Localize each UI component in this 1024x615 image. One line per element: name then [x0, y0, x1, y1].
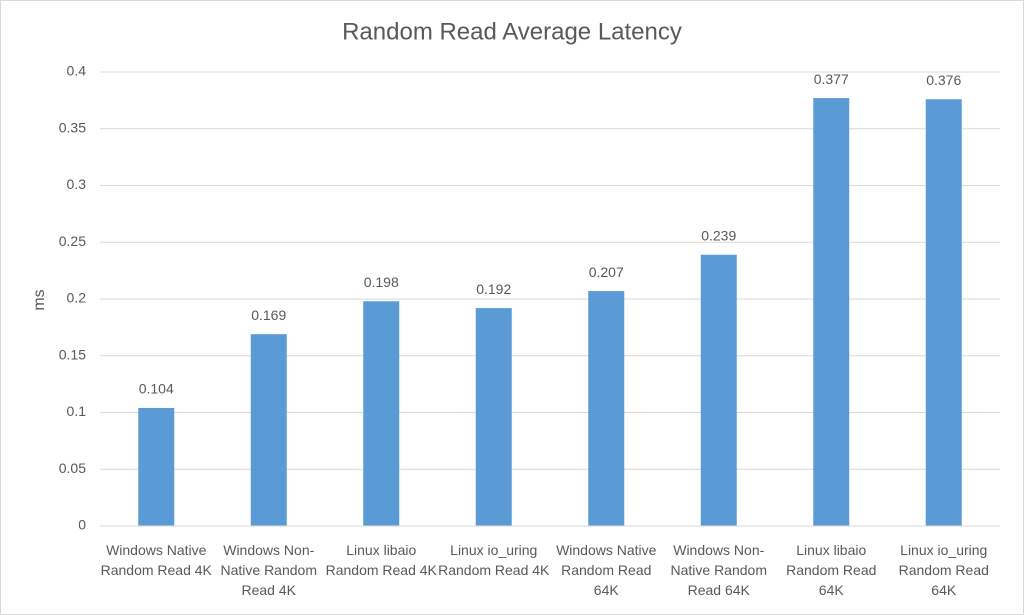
- bar: [250, 334, 287, 526]
- value-label: 0.376: [926, 72, 961, 88]
- x-tick-label: Windows Non-Native Random Read 4K: [220, 542, 318, 598]
- x-tick-label: Linux libaio Random Read 4K: [325, 542, 437, 578]
- y-tick-label: 0.25: [59, 233, 86, 249]
- x-tick-label: Windows Native Random Read 4K: [100, 542, 212, 578]
- y-tick-label: 0.2: [67, 290, 87, 306]
- x-tick-label: Windows Native Random Read 64K: [556, 542, 657, 598]
- value-label: 0.104: [139, 381, 174, 397]
- y-tick-label: 0: [78, 517, 86, 533]
- x-tick-label: Linux io_uring Random Read 64K: [898, 542, 989, 598]
- bar: [363, 301, 400, 526]
- y-tick-label: 0.05: [59, 460, 86, 476]
- bar: [813, 98, 850, 526]
- value-label: 0.377: [814, 71, 849, 87]
- bar: [588, 291, 625, 526]
- y-tick-label: 0.35: [59, 119, 86, 135]
- y-axis-label: ms: [31, 289, 48, 310]
- chart-title: Random Read Average Latency: [342, 18, 682, 45]
- value-label: 0.192: [476, 281, 511, 297]
- value-label: 0.207: [589, 264, 624, 280]
- bar: [700, 254, 737, 527]
- x-tick-label: Linux io_uring Random Read 4K: [438, 542, 550, 578]
- x-tick-label: Linux libaio Random Read 64K: [786, 542, 877, 598]
- y-tick-label: 0.1: [67, 403, 87, 419]
- x-tick-label: Windows Non-Native Random Read 64K: [670, 542, 768, 598]
- bar: [475, 308, 512, 526]
- value-label: 0.239: [701, 227, 736, 243]
- bar: [925, 99, 962, 527]
- value-label: 0.169: [251, 307, 286, 323]
- y-tick-label: 0.3: [67, 176, 87, 192]
- bar: [138, 407, 175, 526]
- value-label: 0.198: [364, 274, 399, 290]
- y-tick-label: 0.4: [67, 63, 87, 79]
- y-tick-label: 0.15: [59, 346, 86, 362]
